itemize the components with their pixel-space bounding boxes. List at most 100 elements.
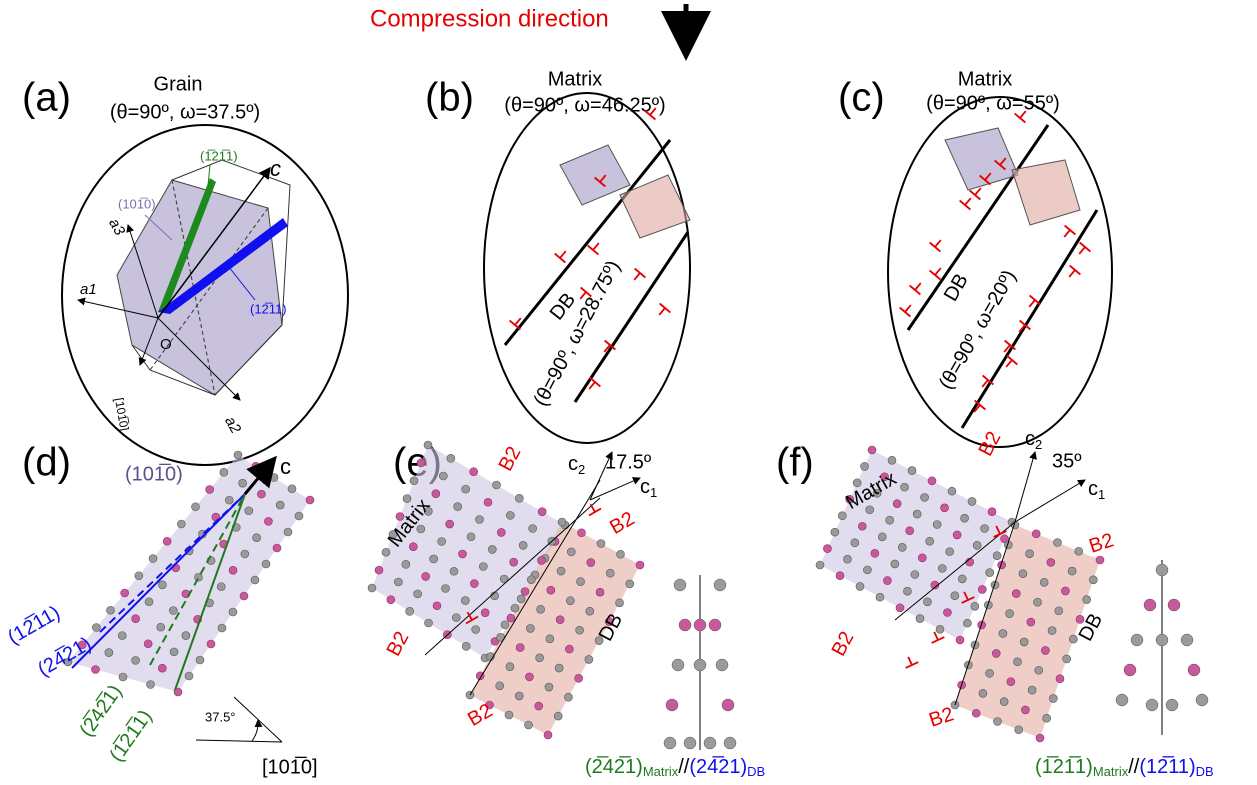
atom xyxy=(891,560,899,568)
atom xyxy=(1166,699,1178,711)
atom xyxy=(526,624,534,632)
c-label: c xyxy=(280,454,291,479)
atom xyxy=(992,649,1000,657)
dislocation-stem xyxy=(589,382,595,389)
dislocation xyxy=(654,304,671,320)
dislocation-label: B2 xyxy=(975,428,1006,460)
dislocation-label: B2 xyxy=(606,508,638,539)
atom xyxy=(616,599,624,607)
atom xyxy=(1036,734,1044,742)
c1-base: c xyxy=(640,476,650,498)
atom xyxy=(816,561,824,569)
atom xyxy=(1043,714,1051,722)
atom xyxy=(558,518,566,526)
atom xyxy=(971,602,979,610)
atom xyxy=(547,586,555,594)
panel-label: (d) xyxy=(22,441,71,485)
atom xyxy=(961,514,969,522)
matrix-region xyxy=(820,450,1012,640)
panel-label: (f) xyxy=(776,441,814,485)
c2-label: c2 xyxy=(568,453,585,477)
atom xyxy=(856,582,864,590)
atom xyxy=(576,626,584,634)
atom xyxy=(684,737,696,749)
atom xyxy=(911,571,919,579)
atom xyxy=(432,490,440,498)
atom xyxy=(938,564,946,572)
atom xyxy=(402,560,410,568)
atom xyxy=(936,625,944,633)
dislocation-stem xyxy=(975,188,981,195)
atom xyxy=(1146,699,1158,711)
atom xyxy=(973,541,981,549)
atom xyxy=(169,607,177,615)
dislocation xyxy=(900,301,917,317)
atom xyxy=(470,580,478,588)
atom xyxy=(664,737,676,749)
atom xyxy=(515,692,523,700)
dislocation-stem xyxy=(560,251,566,258)
matrix-sub: Matrix xyxy=(643,764,679,779)
atom xyxy=(886,516,894,524)
dislocation-stem xyxy=(593,243,599,250)
atom xyxy=(1028,686,1036,694)
atom xyxy=(529,525,537,533)
atom xyxy=(606,569,614,577)
panel-f: (f) 35º c2 c1 Matrix DB B2 B2 B2 B2 (1̅2… xyxy=(776,428,1214,780)
dislocation xyxy=(555,247,572,263)
dislocation-stem xyxy=(965,198,971,205)
atom xyxy=(941,504,949,512)
panel-label: (b) xyxy=(425,76,474,120)
atom xyxy=(1034,598,1042,606)
dislocation xyxy=(1064,266,1081,282)
dislocation-label: B2 xyxy=(828,628,859,660)
atom xyxy=(452,614,460,622)
atom xyxy=(906,527,914,535)
atom xyxy=(979,689,987,697)
atom xyxy=(424,441,432,449)
atom xyxy=(554,712,562,720)
atom xyxy=(838,512,846,520)
atom xyxy=(555,664,563,672)
c1-sub: 1 xyxy=(1098,487,1105,502)
atom xyxy=(536,654,544,662)
atom xyxy=(276,501,284,509)
atom xyxy=(577,578,585,586)
grain-outline xyxy=(484,93,690,443)
dislocation-label: B2 xyxy=(383,628,414,660)
db-plane: (12̅11) xyxy=(1139,755,1195,778)
atom xyxy=(497,528,505,536)
atom xyxy=(1019,570,1027,578)
atom xyxy=(1012,590,1020,598)
atom xyxy=(1048,627,1056,635)
panel-angles: (θ=90º, ω=37.5º) xyxy=(110,101,260,123)
atom xyxy=(578,529,586,537)
atom xyxy=(417,459,425,467)
atom xyxy=(410,477,418,485)
atom xyxy=(557,567,565,575)
atom xyxy=(245,507,253,515)
atom xyxy=(575,674,583,682)
atom xyxy=(119,673,127,681)
atom xyxy=(406,607,414,615)
atom xyxy=(861,462,869,470)
atom xyxy=(851,539,859,547)
atom xyxy=(948,487,956,495)
relation: (1̅21̅1)Matrix//(12̅11)DB xyxy=(1035,755,1214,779)
matrix-sub: Matrix xyxy=(1093,764,1129,779)
atom xyxy=(896,604,904,612)
atom xyxy=(596,588,604,596)
atom xyxy=(375,566,383,574)
atom xyxy=(636,561,644,569)
atom xyxy=(433,602,441,610)
atom xyxy=(234,451,242,459)
atom xyxy=(149,555,157,563)
atom xyxy=(462,485,470,493)
angle-line xyxy=(196,740,282,742)
atom xyxy=(192,503,200,511)
atom xyxy=(993,552,1001,560)
c1-base: c xyxy=(1088,478,1098,500)
atom xyxy=(888,456,896,464)
atom xyxy=(672,659,684,671)
atom xyxy=(442,585,450,593)
